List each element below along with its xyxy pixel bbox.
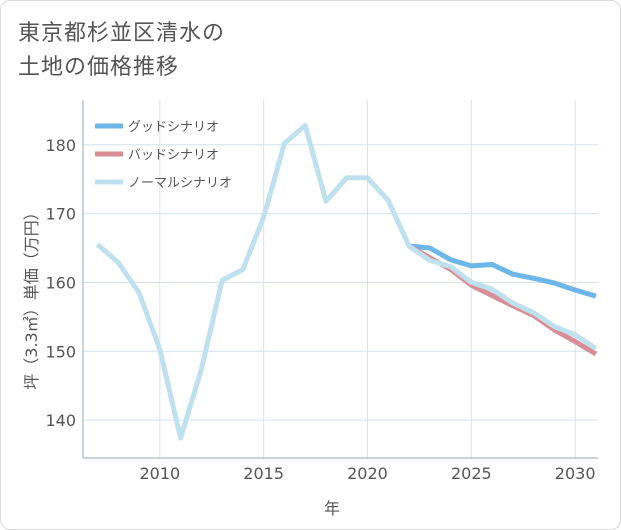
chart-title-line-2: 土地の価格推移 [18, 55, 180, 80]
plot-frame [82, 100, 598, 459]
y-axis-title: 坪（3.3㎡）単価（万円） [22, 204, 41, 389]
y-tick-label: 180 [45, 136, 76, 155]
legend-label-bad-scenario: バッドシナリオ [128, 148, 219, 163]
x-tick-label: 2020 [347, 464, 388, 483]
x-tick-label: 2030 [555, 464, 596, 483]
y-tick-label: 140 [45, 411, 76, 430]
x-tick-label: 2025 [451, 464, 492, 483]
grid-lines [83, 100, 598, 458]
x-axis-title: 年 [324, 499, 340, 518]
x-axis-ticks: 2010 2015 2020 2025 2030 [139, 464, 595, 483]
y-axis-ticks: 140 150 160 170 180 [45, 136, 76, 430]
series-line-normal-scenario [95, 123, 598, 441]
series-layer [95, 123, 598, 441]
chart-title: 東京都杉並区清水の 土地の価格推移 [18, 17, 225, 85]
series-line-good-scenario [408, 243, 597, 299]
y-tick-label: 150 [45, 342, 76, 361]
x-tick-label: 2015 [243, 464, 284, 483]
y-tick-label: 170 [45, 205, 76, 224]
x-tick-label: 2010 [139, 464, 180, 483]
legend-label-good-scenario: グッドシナリオ [128, 120, 219, 135]
legend-label-normal-scenario: ノーマルシナリオ [128, 176, 232, 191]
y-tick-label: 160 [45, 273, 76, 292]
chart-title-line-1: 東京都杉並区清水の [18, 21, 226, 46]
